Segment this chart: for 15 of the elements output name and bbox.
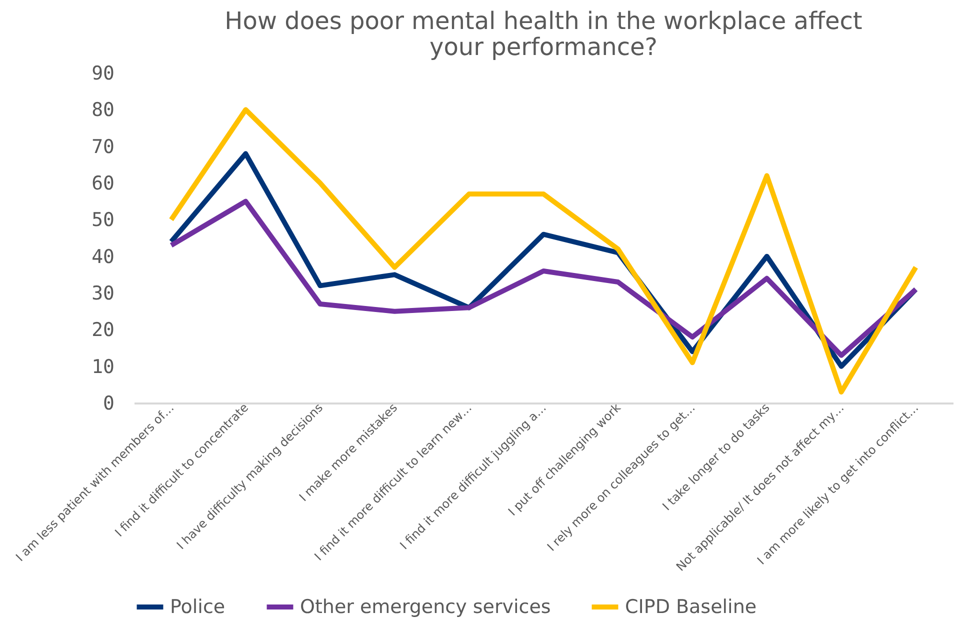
legend-label: CIPD Baseline <box>625 596 757 618</box>
y-tick-label: 10 <box>92 356 114 378</box>
legend-label: Police <box>170 596 226 618</box>
y-tick-label: 0 <box>103 392 114 414</box>
y-tick-label: 20 <box>92 319 114 342</box>
y-tick-label: 40 <box>92 246 114 268</box>
text: your performance? <box>429 33 658 61</box>
y-tick-label: 70 <box>92 136 114 158</box>
legend-label: Other emergency services <box>300 596 551 618</box>
y-tick-label: 80 <box>92 99 114 122</box>
y-tick-label: 90 <box>92 62 114 84</box>
text: How does poor mental health in the workplace affect <box>224 7 862 35</box>
y-tick-label: 30 <box>92 282 114 304</box>
y-tick-label: 60 <box>92 172 114 194</box>
y-tick-label: 50 <box>92 209 114 232</box>
